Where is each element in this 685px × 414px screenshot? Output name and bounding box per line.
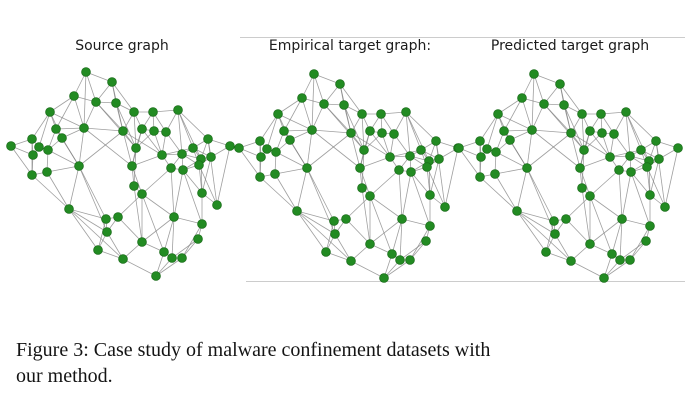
panel-title-predicted: Predicted target graph — [490, 38, 650, 54]
figure-box-top-line — [240, 37, 685, 38]
figure-caption-line2: our method. — [16, 365, 113, 387]
figure-caption-line1: Figure 3: Case study of malware confinem… — [16, 339, 491, 361]
figure-box-bottom-line — [246, 281, 685, 282]
network-graph-empirical — [234, 69, 463, 283]
panel-title-source: Source graph — [75, 38, 169, 54]
network-graph-predicted — [454, 69, 683, 283]
network-graph-source — [6, 67, 235, 281]
panel-title-empirical: Empirical target graph: — [268, 38, 432, 54]
figure-caption: Figure 3: Case study of malware confinem… — [16, 337, 676, 389]
